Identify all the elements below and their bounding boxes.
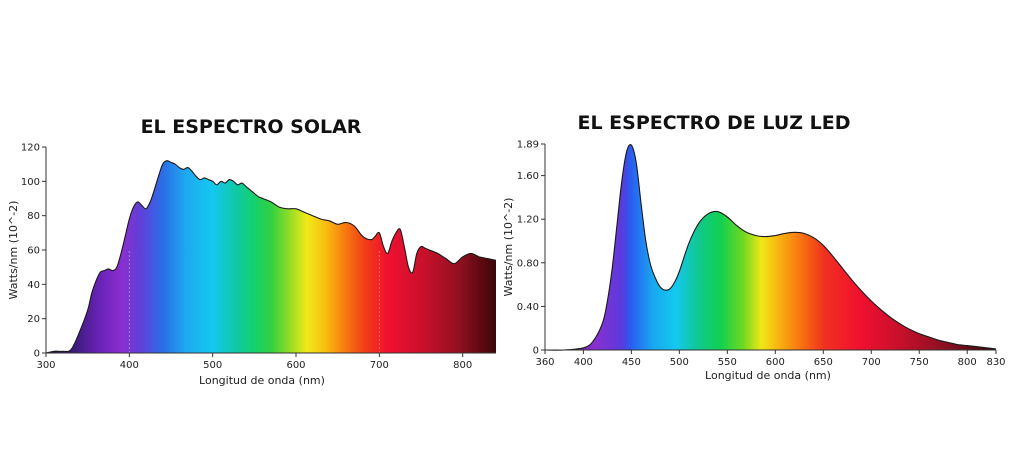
led-y-axis-label: Watts/nm (10^-2)	[502, 198, 515, 297]
solar-spectrum-line	[45, 160, 497, 354]
solar-y-tick-label: 120	[21, 143, 40, 154]
solar-y-axis-label: Watts/nm (10^-2)	[7, 201, 20, 300]
solar-x-tick-label: 500	[203, 360, 222, 371]
led-y-tick-label: 0.80	[517, 258, 539, 269]
led-y-tick-label: 1.20	[517, 215, 539, 226]
solar-x-tick-label: 800	[453, 360, 472, 371]
led-x-tick-label: 650	[814, 357, 833, 368]
led-x-tick-label: 550	[718, 357, 737, 368]
led-spectrum-line	[544, 143, 997, 351]
solar-y-tick-label: 40	[27, 280, 40, 291]
solar-y-tick-label: 60	[27, 246, 40, 257]
solar-y-tick-label: 100	[21, 177, 40, 188]
solar-spectrum-area	[46, 160, 496, 353]
led-x-tick-label: 360	[535, 357, 554, 368]
led-y-tick-label: 0	[533, 346, 539, 357]
led-spectrum-area	[545, 144, 996, 351]
solar-spectrum-chart: EL ESPECTRO SOLAR 0 20 40 60 80 100 120 300 400 5…	[7, 116, 497, 387]
led-x-tick-label: 500	[670, 357, 689, 368]
led-x-tick-label: 450	[622, 357, 641, 368]
led-x-tick-label: 400	[574, 357, 593, 368]
solar-y-tick-label: 80	[27, 211, 40, 222]
led-x-tick-label: 600	[766, 357, 785, 368]
led-y-tick-label: 1.60	[517, 171, 539, 182]
solar-x-tick-label: 700	[370, 360, 389, 371]
led-spectrum-chart: EL ESPECTRO DE LUZ LED 0 0.40 0.80 1.20 1.60…	[502, 112, 1006, 382]
solar-x-tick-label: 400	[120, 360, 139, 371]
solar-x-tick-label: 300	[36, 360, 55, 371]
led-x-axis-label: Longitud de onda (nm)	[705, 369, 831, 382]
led-chart-title: EL ESPECTRO DE LUZ LED	[577, 112, 850, 134]
solar-chart-title: EL ESPECTRO SOLAR	[141, 116, 362, 138]
solar-y-tick-label: 20	[27, 314, 40, 325]
solar-y-tick-label: 0	[34, 349, 40, 360]
led-x-tick-label: 750	[910, 357, 929, 368]
led-x-tick-label: 700	[862, 357, 881, 368]
led-y-tick-label: 0.40	[517, 302, 539, 313]
led-x-tick-label: 800	[958, 357, 977, 368]
solar-x-axis-label: Longitud de onda (nm)	[199, 374, 325, 387]
led-y-tick-label: 1.89	[517, 140, 539, 151]
led-x-tick-label: 830	[986, 357, 1005, 368]
solar-x-tick-label: 600	[286, 360, 305, 371]
